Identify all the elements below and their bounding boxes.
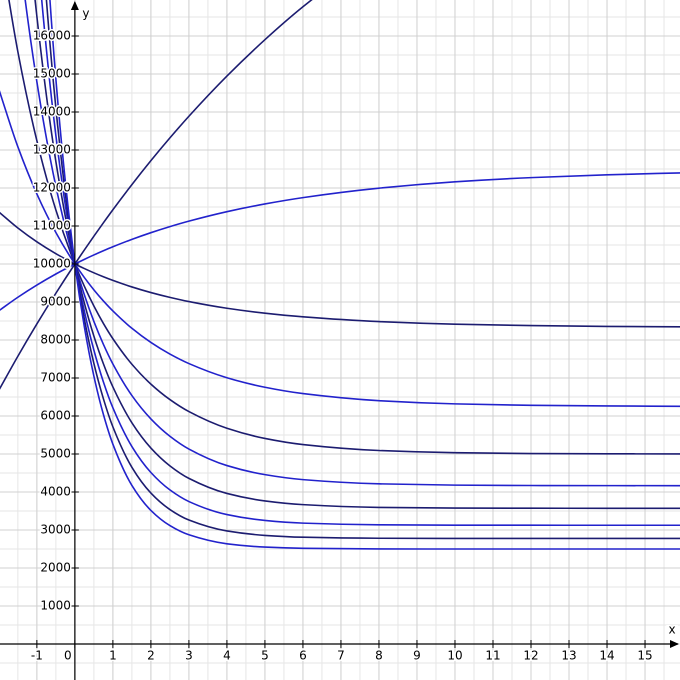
x-tick-label: 12	[523, 649, 538, 663]
curve	[24, 0, 680, 487]
curve	[34, 0, 680, 510]
x-tick-label: 3	[185, 649, 193, 663]
x-tick-label: 6	[299, 649, 307, 663]
y-tick-label: 9000	[40, 294, 71, 308]
y-axis-arrow	[70, 1, 79, 10]
y-tick-label: 7000	[40, 371, 71, 385]
y-tick-label: 15000	[33, 66, 71, 80]
x-tick-label: 4	[223, 649, 231, 663]
y-tick-label: 12000	[33, 180, 71, 194]
y-tick-label: 6000	[40, 409, 71, 423]
x-tick-label: 2	[147, 649, 155, 663]
x-axis-label: x	[668, 623, 675, 637]
curve	[0, 172, 680, 311]
y-tick-label: 4000	[40, 485, 71, 499]
curve	[45, 0, 680, 540]
x-tick-label: 5	[261, 649, 269, 663]
x-tick-label: 7	[337, 649, 345, 663]
curves	[0, 0, 680, 550]
x-tick-label: 9	[413, 649, 421, 663]
y-tick-label: 5000	[40, 447, 71, 461]
x-tick-label: 15	[637, 649, 652, 663]
y-tick-label: 14000	[33, 104, 71, 118]
x-tick-label: 10	[447, 649, 462, 663]
curve	[0, 0, 313, 390]
curve	[49, 0, 680, 550]
x-tick-label: -1	[31, 649, 43, 663]
y-tick-label: 11000	[33, 218, 71, 232]
x-tick-label: 13	[561, 649, 576, 663]
x-tick-label: 0	[64, 649, 72, 663]
y-tick-label: 3000	[40, 523, 71, 537]
x-tick-label: 11	[485, 649, 500, 663]
y-tick-label: 1000	[40, 599, 71, 613]
curve	[40, 0, 680, 527]
curve	[0, 211, 680, 328]
x-tick-label: 1	[109, 649, 117, 663]
curve	[0, 90, 680, 408]
y-axis-label: y	[82, 7, 89, 21]
x-tick-label: 8	[375, 649, 383, 663]
y-tick-label: 10000	[33, 256, 71, 270]
x-axis-arrow	[670, 640, 679, 649]
y-tick-label: 2000	[40, 561, 71, 575]
x-tick-label: 14	[599, 649, 614, 663]
y-tick-label: 16000	[33, 28, 71, 42]
curve	[8, 0, 680, 455]
y-tick-label: 8000	[40, 333, 71, 347]
y-tick-label: 13000	[33, 142, 71, 156]
